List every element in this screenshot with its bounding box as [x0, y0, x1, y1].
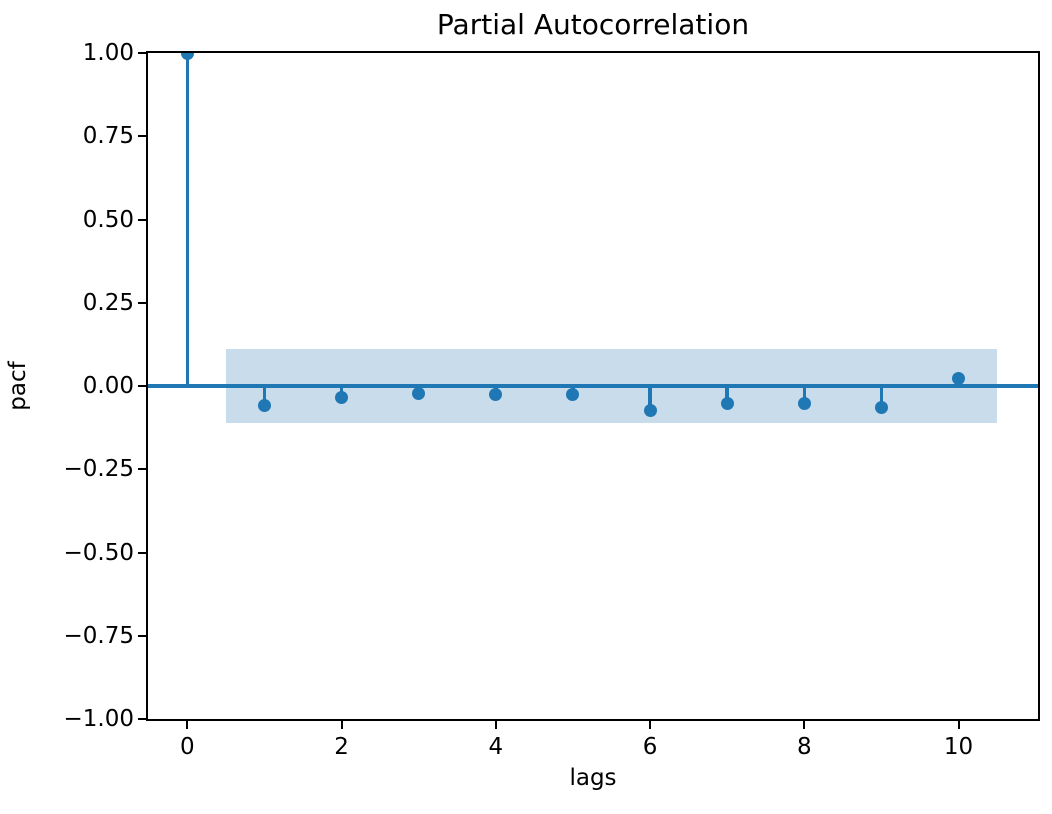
stem-line — [725, 386, 729, 404]
x-tick-label: 10 — [943, 734, 974, 760]
data-point-marker — [643, 403, 657, 417]
x-axis-label: lags — [569, 765, 617, 791]
data-point-marker — [257, 398, 271, 412]
stem-line — [879, 386, 884, 408]
y-tick-label: −1.00 — [63, 706, 134, 732]
x-tick-label: 6 — [642, 734, 658, 760]
x-tick-label: 8 — [796, 734, 812, 760]
x-tick-mark — [649, 721, 652, 729]
chart-title: Partial Autocorrelation — [436, 8, 750, 41]
y-tick-mark — [138, 468, 146, 471]
data-point-marker — [952, 372, 966, 386]
data-point-marker — [335, 391, 349, 405]
y-tick-label: 0.75 — [82, 123, 134, 150]
y-tick-mark — [138, 135, 146, 138]
plot-area — [148, 53, 1038, 719]
zero-baseline-line — [148, 384, 1038, 388]
y-tick-mark — [138, 218, 146, 221]
y-tick-label: 0.50 — [82, 206, 134, 233]
x-tick-mark — [494, 721, 497, 729]
x-tick-mark — [186, 721, 189, 729]
stem-line — [262, 386, 267, 406]
y-tick-label: −0.75 — [63, 622, 134, 649]
data-point-marker — [566, 387, 580, 401]
x-tick-label: 2 — [334, 734, 349, 760]
y-tick-label: 1.00 — [82, 40, 134, 66]
y-tick-mark — [138, 718, 146, 720]
y-tick-mark — [138, 634, 146, 637]
data-point-marker — [874, 401, 888, 415]
stem-line — [185, 53, 190, 386]
y-tick-label: 0.25 — [82, 289, 134, 316]
stem-line — [802, 386, 807, 404]
data-point-marker — [489, 388, 503, 402]
axes-frame — [146, 51, 1040, 721]
x-tick-label: 4 — [488, 734, 504, 760]
y-tick-mark — [138, 551, 146, 554]
data-point-marker — [797, 396, 811, 410]
x-tick-mark — [340, 721, 343, 729]
x-tick-label: 0 — [180, 734, 195, 760]
data-point-marker — [720, 397, 734, 411]
y-tick-label: −0.50 — [63, 539, 134, 566]
data-point-marker — [180, 53, 194, 60]
y-tick-mark — [138, 52, 146, 54]
y-tick-mark — [138, 301, 146, 304]
y-tick-label: −0.25 — [63, 456, 134, 483]
data-point-marker — [412, 386, 426, 400]
y-tick-mark — [138, 385, 146, 387]
y-tick-label: 0.00 — [82, 373, 134, 399]
x-tick-mark — [957, 721, 960, 729]
x-tick-mark — [803, 721, 806, 729]
stem-line — [648, 386, 652, 411]
